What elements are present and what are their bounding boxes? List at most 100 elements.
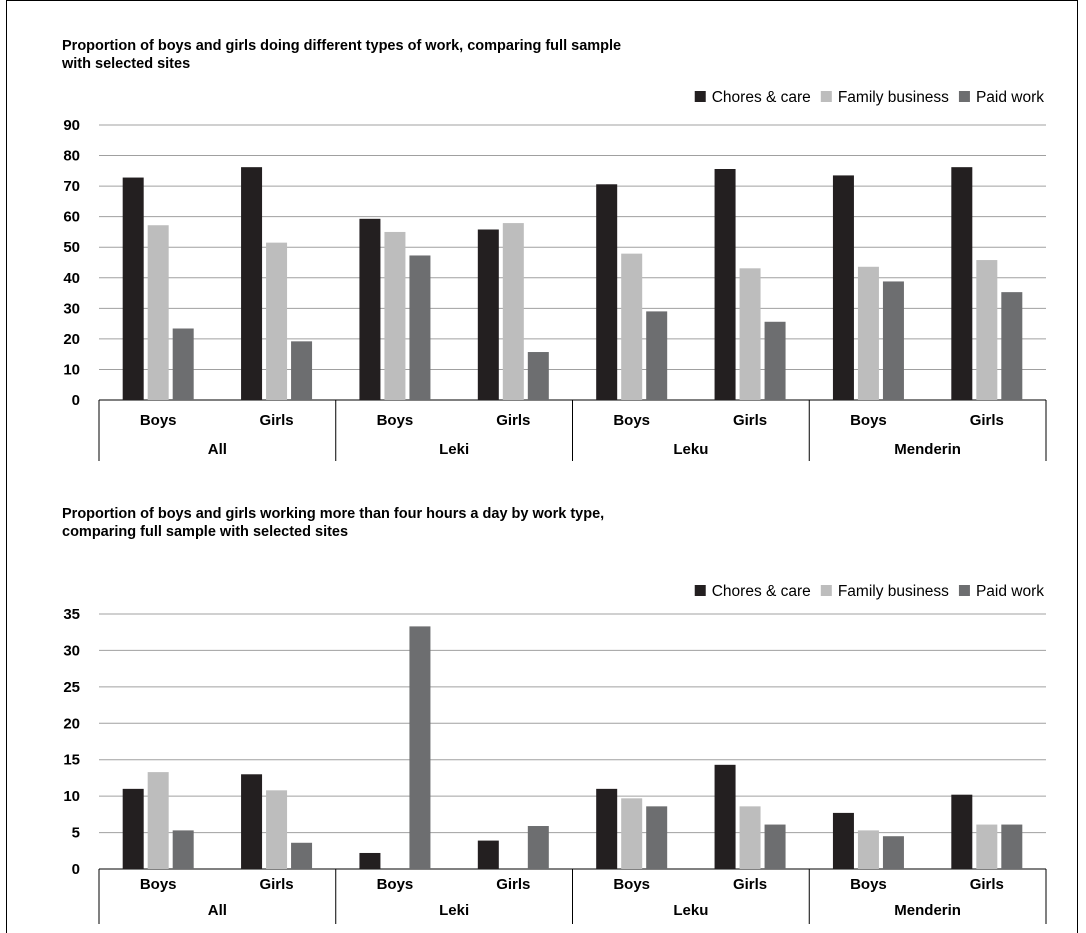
legend-swatch — [820, 585, 832, 596]
y-tick-label: 0 — [72, 392, 80, 409]
bar-family-business-7 — [976, 260, 998, 400]
y-tick-label: 20 — [63, 715, 80, 732]
x-category-label: Boys — [850, 876, 887, 893]
chart-1: Proportion of boys and girls doing diffe… — [61, 38, 1047, 461]
bar-chores-care-4 — [596, 184, 618, 400]
bar-chores-care-0 — [122, 177, 144, 400]
chart-2-plot: 0 5 10 15 20 25 30 35 Boys Girls Boys Girls Boys Girl… — [63, 583, 1047, 924]
bar-chores-care-1 — [241, 774, 263, 869]
bar-chores-care-0 — [122, 788, 144, 869]
chart-1-plot: 0 10 20 30 40 50 60 70 80 90 Boys Girls Boys Girls Boy… — [63, 89, 1047, 461]
legend-swatch — [958, 91, 970, 102]
bar-paid-work-4 — [646, 311, 668, 400]
legend-swatch — [694, 91, 706, 102]
legend-label: Chores & care — [712, 583, 811, 600]
x-category-label: Boys — [140, 412, 177, 429]
y-tick-label: 90 — [63, 117, 80, 134]
bar-paid-work-5 — [764, 321, 786, 400]
x-group-label: All — [208, 441, 227, 458]
bar-family-business-4 — [621, 798, 643, 869]
bar-paid-work-2 — [409, 626, 431, 869]
x-category-label: Boys — [613, 412, 650, 429]
x-group-label: Leki — [439, 902, 469, 919]
x-category-label: Girls — [970, 412, 1004, 429]
bar-paid-work-7 — [1001, 824, 1023, 869]
bar-family-business-4 — [621, 253, 643, 400]
y-tick-label: 40 — [63, 270, 80, 287]
bar-family-business-1 — [266, 242, 288, 400]
legend-label: Paid work — [976, 583, 1044, 600]
bar-paid-work-0 — [172, 830, 194, 869]
x-category-label: Girls — [970, 876, 1004, 893]
x-category-label: Boys — [140, 876, 177, 893]
bar-paid-work-0 — [172, 328, 194, 400]
bar-chores-care-1 — [241, 167, 263, 400]
bar-family-business-0 — [147, 772, 169, 869]
y-tick-label: 60 — [63, 209, 80, 226]
legend-label: Family business — [838, 583, 949, 600]
bar-paid-work-6 — [882, 281, 904, 400]
x-group-label: All — [208, 902, 227, 919]
bar-family-business-1 — [266, 790, 288, 869]
legend-label: Paid work — [976, 89, 1044, 106]
x-category-label: Boys — [377, 876, 414, 893]
y-tick-label: 20 — [63, 331, 80, 348]
legend-swatch — [820, 91, 832, 102]
bar-paid-work-6 — [882, 836, 904, 869]
bar-chores-care-7 — [951, 794, 973, 869]
chart-2: Proportion of boys and girls working mor… — [62, 506, 1047, 924]
bar-paid-work-5 — [764, 824, 786, 869]
chart-1-title-line-1: Proportion of boys and girls doing diffe… — [62, 38, 621, 54]
y-tick-label: 15 — [63, 752, 80, 769]
bar-chores-care-7 — [951, 167, 973, 400]
bar-family-business-2 — [384, 231, 406, 400]
bar-chores-care-3 — [477, 229, 499, 400]
x-group-label: Leki — [439, 441, 469, 458]
bar-paid-work-1 — [291, 842, 313, 869]
x-category-label: Girls — [733, 412, 767, 429]
x-category-label: Girls — [496, 412, 530, 429]
legend-label: Chores & care — [712, 89, 811, 106]
x-category-label: Girls — [259, 876, 293, 893]
bar-family-business-6 — [857, 830, 879, 869]
bar-chores-care-2 — [359, 852, 381, 869]
bar-paid-work-1 — [291, 341, 313, 400]
y-tick-label: 10 — [63, 361, 80, 378]
bar-paid-work-4 — [646, 806, 668, 869]
y-tick-label: 30 — [63, 642, 80, 659]
y-tick-label: 70 — [63, 178, 80, 195]
bar-chores-care-2 — [359, 218, 381, 400]
bar-chores-care-3 — [477, 840, 499, 869]
bar-paid-work-3 — [527, 352, 549, 400]
chart-2-title-line-1: Proportion of boys and girls working mor… — [62, 506, 604, 522]
y-tick-label: 80 — [63, 148, 80, 165]
x-category-label: Boys — [850, 412, 887, 429]
x-group-label: Menderin — [894, 902, 961, 919]
x-category-label: Girls — [496, 876, 530, 893]
bar-family-business-0 — [147, 225, 169, 400]
x-category-label: Girls — [259, 412, 293, 429]
y-tick-label: 30 — [63, 300, 80, 317]
x-group-label: Leku — [673, 902, 708, 919]
y-tick-label: 25 — [63, 679, 80, 696]
y-tick-label: 10 — [63, 788, 80, 805]
bar-paid-work-2 — [409, 255, 431, 400]
x-category-label: Boys — [377, 412, 414, 429]
bar-family-business-5 — [739, 806, 761, 869]
x-category-label: Boys — [613, 876, 650, 893]
chart-1-title-line-2: with selected sites — [61, 56, 190, 72]
x-group-label: Menderin — [894, 441, 961, 458]
y-tick-label: 5 — [72, 825, 80, 842]
bar-family-business-6 — [857, 266, 879, 400]
bar-family-business-5 — [739, 268, 761, 400]
figure-frame — [6, 0, 1078, 933]
legend-swatch — [694, 585, 706, 596]
bar-paid-work-7 — [1001, 292, 1023, 400]
x-group-label: Leku — [673, 441, 708, 458]
bar-chores-care-5 — [714, 764, 736, 869]
chart-2-title-line-2: comparing full sample with selected site… — [62, 524, 348, 540]
bar-chores-care-5 — [714, 169, 736, 400]
y-tick-label: 0 — [72, 861, 80, 878]
bar-family-business-3 — [502, 223, 524, 400]
